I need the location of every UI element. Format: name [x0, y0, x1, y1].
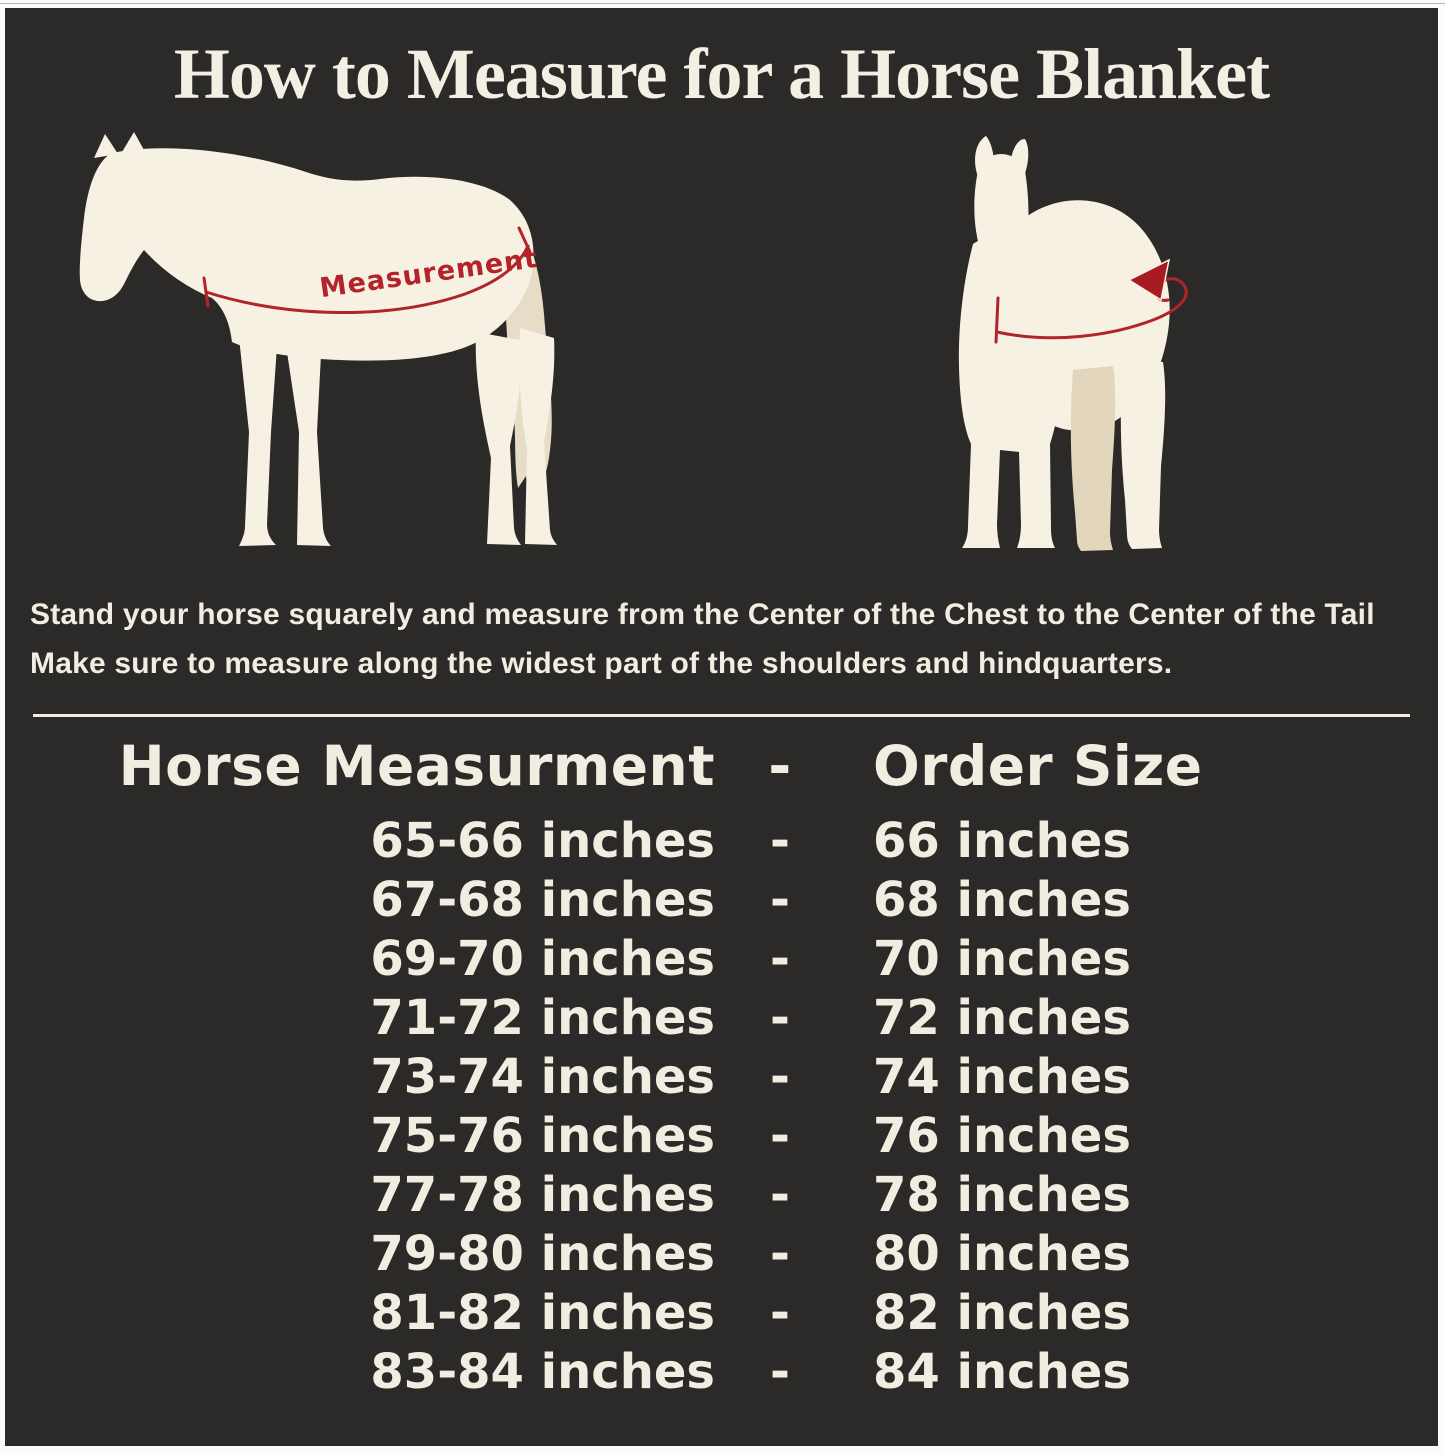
measurement-line: [204, 244, 530, 315]
row-separator: -: [770, 1285, 790, 1341]
horse-body: [79, 148, 534, 361]
table-row: 75-76 inches - 76 inches: [80, 1107, 1370, 1166]
order-size-value: 74 inches: [873, 1049, 1131, 1105]
order-size-value: 84 inches: [873, 1344, 1131, 1400]
row-separator: -: [770, 1167, 790, 1223]
measurement-start-tick: [202, 276, 210, 308]
measurement-value: 81-82 inches: [370, 1285, 715, 1341]
measurement-value: 83-84 inches: [370, 1344, 715, 1400]
table-row: 71-72 inches - 72 inches: [80, 989, 1370, 1048]
header-separator: -: [768, 734, 792, 798]
size-table-body: 65-66 inches - 66 inches 67-68 inches - …: [80, 812, 1370, 1402]
instructions-line-1: Stand your horse squarely and measure fr…: [30, 598, 1375, 631]
row-separator: -: [770, 1226, 790, 1282]
instructions-line-2: Make sure to measure along the widest pa…: [30, 647, 1173, 680]
measurement-value: 73-74 inches: [370, 1049, 715, 1105]
row-separator: -: [770, 872, 790, 928]
measurement-value: 67-68 inches: [370, 872, 715, 928]
order-size-value: 82 inches: [873, 1285, 1131, 1341]
header-horse-measurement: Horse Measurment: [118, 734, 715, 798]
table-row: 77-78 inches - 78 inches: [80, 1166, 1370, 1225]
measurement-end-tick: [517, 226, 532, 254]
order-size-value: 68 inches: [873, 872, 1131, 928]
measurement-value: 79-80 inches: [370, 1226, 715, 1282]
table-row: 81-82 inches - 82 inches: [80, 1284, 1370, 1343]
measurement-value: 65-66 inches: [370, 813, 715, 869]
table-row: 67-68 inches - 68 inches: [80, 871, 1370, 930]
order-size-value: 78 inches: [873, 1167, 1131, 1223]
measurement-value: 69-70 inches: [370, 931, 715, 987]
row-separator: -: [770, 990, 790, 1046]
order-size-value: 72 inches: [873, 990, 1131, 1046]
measurement-value: 75-76 inches: [370, 1108, 715, 1164]
size-table: Horse Measurment - Order Size 65-66 inch…: [80, 730, 1370, 1402]
order-size-value: 76 inches: [873, 1108, 1131, 1164]
row-separator: -: [770, 1108, 790, 1164]
measuring-instructions: Stand your horse squarely and measure fr…: [30, 590, 1430, 688]
measurement-value: 77-78 inches: [370, 1167, 715, 1223]
section-divider: [33, 714, 1410, 717]
page-title: How to Measure for a Horse Blanket: [173, 34, 1270, 114]
measurement-value: 71-72 inches: [370, 990, 715, 1046]
order-size-value: 80 inches: [873, 1226, 1131, 1282]
infographic-panel: How to Measure for a Horse Blanket Measu…: [5, 8, 1438, 1446]
row-separator: -: [770, 813, 790, 869]
order-size-value: 70 inches: [873, 931, 1131, 987]
table-row: 79-80 inches - 80 inches: [80, 1225, 1370, 1284]
top-border-hairline: [0, 3, 1445, 4]
row-separator: -: [770, 1049, 790, 1105]
side-horse-illustration: Measurement: [79, 132, 557, 546]
table-row: 65-66 inches - 66 inches: [80, 812, 1370, 871]
order-size-value: 66 inches: [873, 813, 1131, 869]
table-row: 83-84 inches - 84 inches: [80, 1343, 1370, 1402]
header-order-size: Order Size: [873, 734, 1203, 798]
front-horse-illustration: [958, 136, 1188, 551]
size-table-header: Horse Measurment - Order Size: [80, 730, 1370, 802]
table-row: 69-70 inches - 70 inches: [80, 930, 1370, 989]
row-separator: -: [770, 931, 790, 987]
table-row: 73-74 inches - 74 inches: [80, 1048, 1370, 1107]
row-separator: -: [770, 1344, 790, 1400]
girth-start-tick: [994, 296, 1000, 344]
girth-arrow-icon: [1127, 258, 1171, 302]
